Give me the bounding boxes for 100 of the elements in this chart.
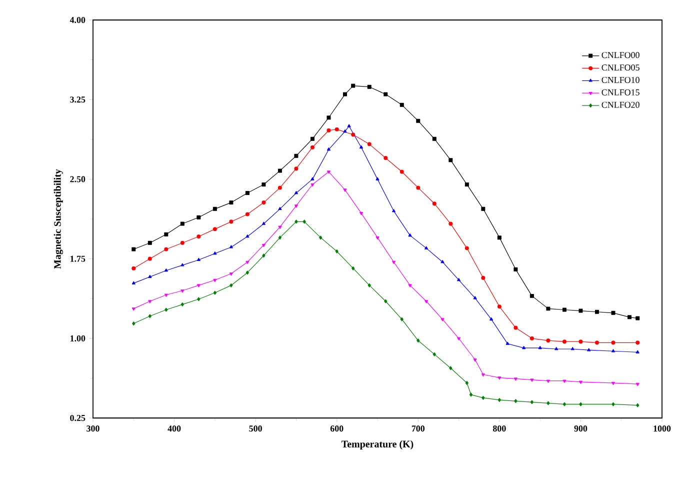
point: [530, 336, 534, 340]
point: [416, 338, 420, 343]
point: [578, 380, 582, 384]
point: [448, 158, 453, 162]
point: [432, 136, 436, 141]
point: [636, 350, 640, 354]
point: [392, 260, 396, 264]
point: [546, 380, 550, 383]
point: [278, 236, 282, 240]
point: [497, 304, 502, 309]
point: [481, 276, 486, 280]
point: [457, 337, 461, 340]
point: [612, 402, 615, 406]
point: [196, 234, 201, 239]
point: [246, 260, 250, 264]
x-tick-label: 500: [249, 426, 262, 432]
point: [473, 358, 477, 362]
point: [213, 251, 217, 255]
point: [180, 222, 184, 226]
point: [229, 200, 234, 205]
point: [229, 272, 233, 276]
point: [164, 294, 168, 297]
x-tick-label: 400: [168, 426, 181, 432]
point: [132, 281, 136, 284]
point: [359, 145, 364, 149]
point: [367, 142, 372, 146]
point: [246, 270, 250, 275]
y-tick-label: 3.25: [70, 96, 86, 103]
point: [245, 191, 250, 195]
point: [587, 348, 591, 352]
point: [212, 227, 217, 232]
point: [440, 318, 444, 322]
point: [229, 245, 233, 248]
point: [180, 302, 184, 306]
point: [368, 283, 371, 288]
point: [197, 297, 200, 302]
point: [570, 347, 574, 350]
point: [554, 347, 558, 350]
x-tick-label: 800: [493, 426, 506, 432]
point: [180, 240, 184, 245]
point: [449, 366, 452, 370]
point: [326, 128, 331, 132]
y-tick-label: 0.25: [70, 414, 86, 422]
y-tick-label: 4.00: [70, 16, 86, 24]
point: [310, 145, 314, 150]
point: [464, 246, 469, 250]
point: [262, 254, 266, 258]
point: [432, 352, 436, 356]
point: [546, 306, 550, 311]
point: [384, 156, 388, 160]
point: [432, 202, 436, 206]
point: [546, 338, 550, 343]
y-tick-label: 1.75: [70, 256, 86, 262]
point: [376, 236, 380, 240]
point: [611, 340, 616, 345]
point: [498, 398, 502, 402]
point: [132, 322, 136, 326]
point: [546, 401, 550, 406]
point: [636, 316, 640, 320]
point: [514, 267, 518, 272]
point: [212, 206, 217, 211]
point: [351, 84, 356, 88]
point: [408, 233, 412, 237]
point: [196, 284, 200, 288]
point: [530, 378, 534, 382]
point: [352, 266, 355, 270]
legend-label: CNLFO00: [602, 52, 640, 58]
point: [294, 166, 298, 171]
point: [392, 209, 396, 212]
point: [326, 116, 331, 120]
point: [578, 308, 583, 313]
point: [481, 373, 485, 376]
point: [490, 317, 494, 320]
point: [335, 249, 338, 254]
point: [636, 382, 640, 386]
point: [594, 310, 599, 314]
point: [514, 378, 518, 381]
point: [351, 132, 356, 137]
point: [473, 296, 477, 300]
point: [506, 342, 510, 345]
point: [196, 215, 201, 220]
point: [132, 266, 136, 270]
point: [481, 206, 486, 211]
x-tick-label: 1000: [654, 426, 671, 432]
point: [164, 247, 168, 252]
point: [278, 168, 282, 173]
point: [522, 346, 526, 350]
point: [164, 232, 168, 236]
point: [384, 92, 388, 96]
point: [132, 247, 136, 252]
point: [294, 154, 298, 158]
y-tick-label: 1.00: [70, 335, 86, 342]
point: [424, 300, 428, 304]
point: [326, 147, 330, 151]
point: [148, 274, 152, 278]
point: [278, 226, 282, 229]
y-tick-label: 2.50: [70, 176, 86, 182]
point: [180, 263, 184, 266]
point: [636, 340, 640, 345]
x-tick-label: 900: [574, 426, 588, 432]
